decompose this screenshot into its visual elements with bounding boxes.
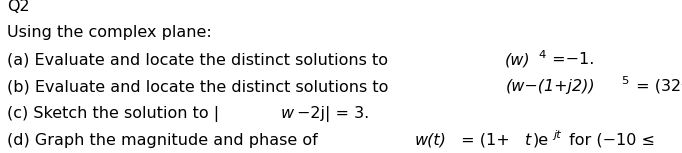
- Text: −2j| = 3.: −2j| = 3.: [297, 106, 370, 122]
- Text: jt: jt: [554, 130, 561, 140]
- Text: 4: 4: [538, 50, 546, 60]
- Text: (c) Sketch the solution to |: (c) Sketch the solution to |: [7, 106, 219, 122]
- Text: (b) Evaluate and locate the distinct solutions to: (b) Evaluate and locate the distinct sol…: [7, 79, 394, 94]
- Text: t: t: [525, 133, 531, 148]
- Text: w(t): w(t): [415, 133, 446, 148]
- Text: (a) Evaluate and locate the distinct solutions to: (a) Evaluate and locate the distinct sol…: [7, 52, 393, 67]
- Text: for (−10 ≤: for (−10 ≤: [564, 133, 655, 148]
- Text: =−1.: =−1.: [548, 52, 595, 67]
- Text: (w−(1+j2)): (w−(1+j2)): [505, 79, 595, 94]
- Text: Q2: Q2: [7, 0, 29, 14]
- Text: Using the complex plane:: Using the complex plane:: [7, 26, 211, 41]
- Text: = (1+: = (1+: [456, 133, 509, 148]
- Text: 5: 5: [621, 76, 629, 86]
- Text: (d) Graph the magnitude and phase of: (d) Graph the magnitude and phase of: [7, 133, 323, 148]
- Text: (w): (w): [505, 52, 531, 67]
- Text: )e: )e: [533, 133, 549, 148]
- Text: w: w: [280, 106, 294, 121]
- Text: t: t: [681, 133, 682, 148]
- Text: = (32√2)(1+j).: = (32√2)(1+j).: [631, 78, 682, 94]
